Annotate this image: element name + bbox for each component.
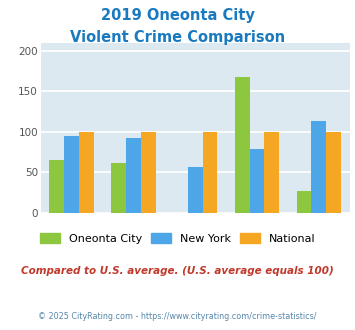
Bar [203, 132, 218, 213]
Text: 2019 Oneonta City: 2019 Oneonta City [100, 8, 255, 23]
Bar [49, 160, 64, 213]
Bar [79, 132, 94, 213]
Bar [326, 132, 341, 213]
Text: Violent Crime Comparison: Violent Crime Comparison [70, 30, 285, 45]
Bar [250, 149, 264, 213]
Text: Compared to U.S. average. (U.S. average equals 100): Compared to U.S. average. (U.S. average … [21, 266, 334, 276]
Bar [311, 120, 326, 213]
Bar [235, 77, 250, 213]
Bar [188, 167, 203, 213]
Bar [296, 191, 311, 213]
Legend: Oneonta City, New York, National: Oneonta City, New York, National [36, 228, 320, 248]
Text: © 2025 CityRating.com - https://www.cityrating.com/crime-statistics/: © 2025 CityRating.com - https://www.city… [38, 312, 317, 321]
Bar [264, 132, 279, 213]
Bar [126, 138, 141, 213]
Bar [64, 136, 79, 213]
Bar [141, 132, 156, 213]
Bar [111, 163, 126, 213]
